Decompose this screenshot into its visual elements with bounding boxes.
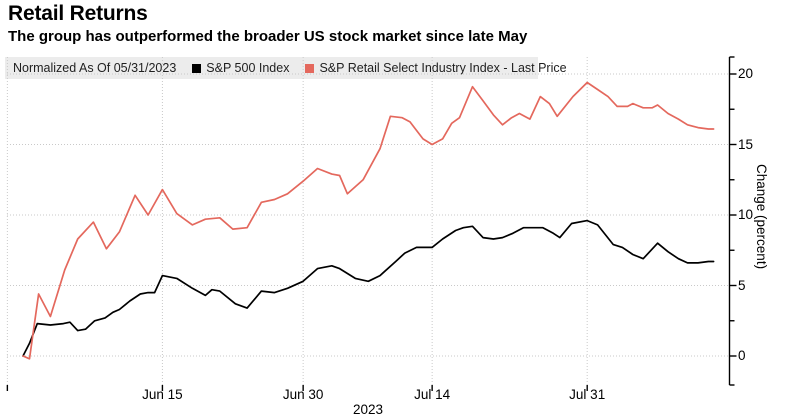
y-tick-label-10: 10 [738,207,754,222]
y-axis-title: Change (percent) [754,164,769,270]
x-tick-label-jul14: Jul 14 [414,387,451,402]
legend-label-retail: S&P Retail Select Industry Index - Last … [319,61,567,75]
legend-item-sp500: S&P 500 Index [192,61,289,75]
y-tick-label-5: 5 [738,277,746,293]
legend-bar: Normalized As Of 05/31/2023 S&P 500 Inde… [5,57,567,79]
y-tick-label-20: 20 [738,66,754,81]
y-tick-label-15: 15 [738,136,754,152]
x-tick-label-jun30: Jun 30 [282,387,324,402]
x-tick-label-jun15: Jun 15 [142,387,183,402]
legend-label-sp500: S&P 500 Index [206,61,290,75]
sp500-swatch-icon [192,63,202,73]
legend-item-retail: S&P Retail Select Industry Index - Last … [305,61,567,75]
y-tick-label-0: 0 [738,348,746,363]
legend-note: Normalized As Of 05/31/2023 [13,61,177,75]
x-axis-year-label: 2023 [352,402,384,417]
page-title: Retail Returns [8,2,148,25]
retail-swatch-icon [305,63,315,73]
x-tick-label-jul31: Jul 31 [569,387,606,402]
page-subtitle: The group has outperformed the broader U… [8,28,528,45]
